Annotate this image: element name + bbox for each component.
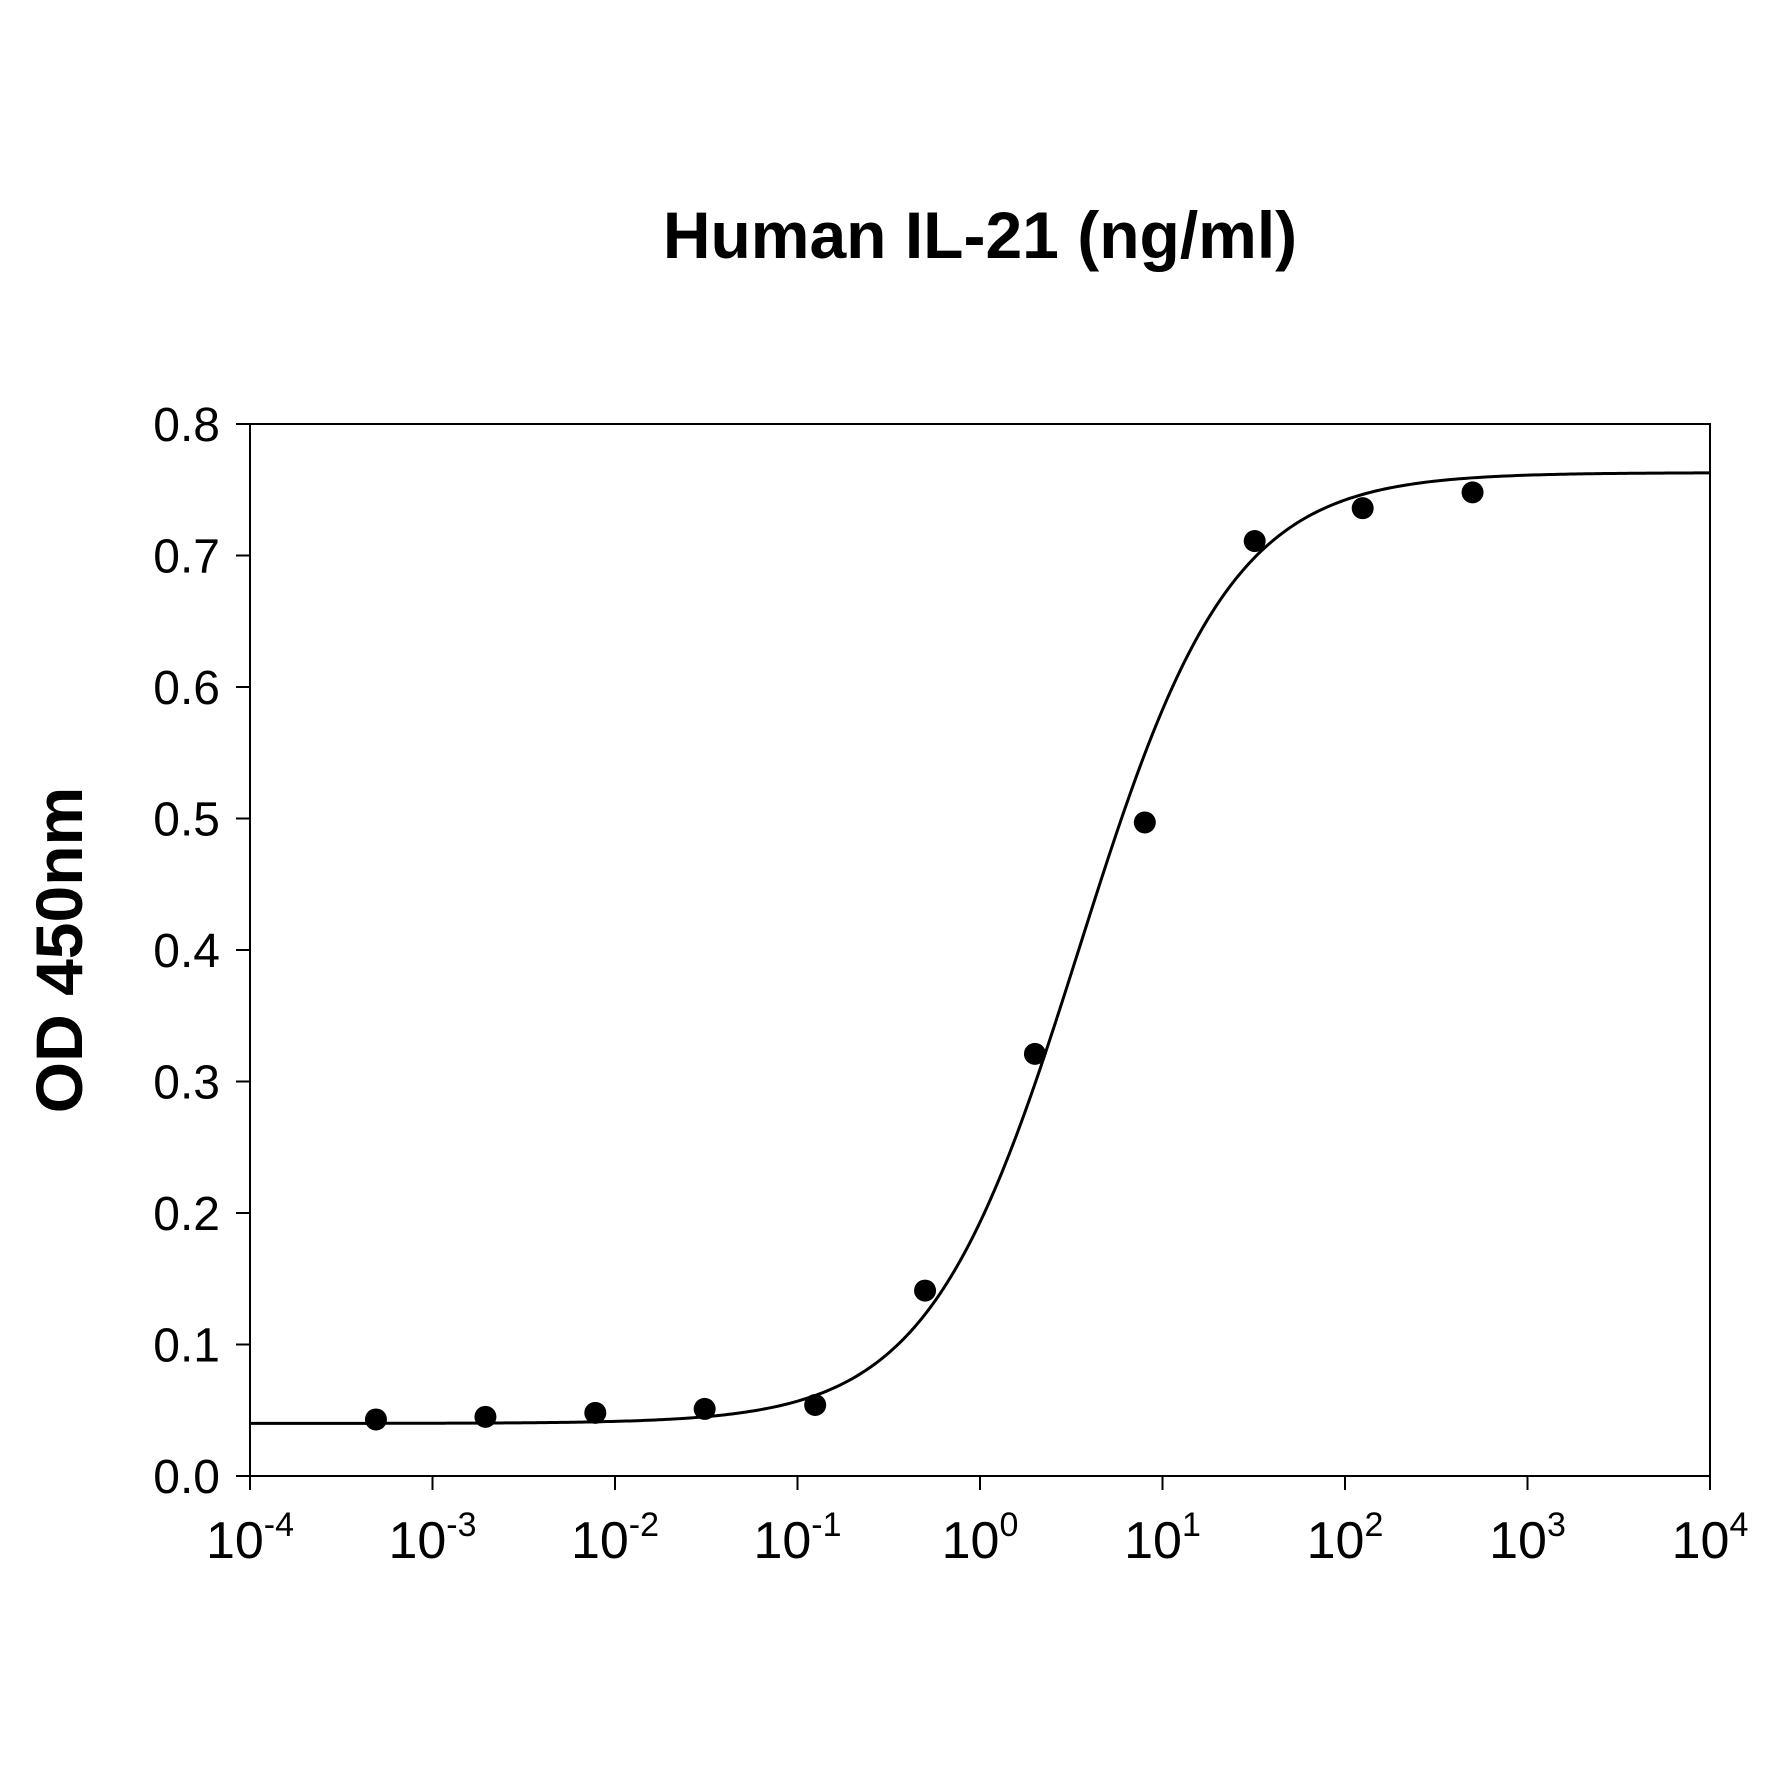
data-point <box>1351 497 1374 520</box>
data-point <box>1133 811 1156 834</box>
data-point <box>914 1279 937 1302</box>
chart-title: Human IL-21 (ng/ml) <box>663 198 1297 272</box>
x-tick-label: 10-2 <box>571 1506 659 1570</box>
y-tick-label: 0.3 <box>153 1057 220 1110</box>
x-tick-label: 10-3 <box>388 1506 476 1570</box>
y-tick-label: 0.4 <box>153 925 220 978</box>
data-point <box>804 1393 827 1416</box>
data-point <box>1243 530 1266 553</box>
x-tick-label: 103 <box>1489 1506 1566 1570</box>
data-point <box>1461 481 1484 504</box>
y-tick-label: 0.2 <box>153 1188 220 1241</box>
data-point <box>584 1401 607 1424</box>
x-tick-label: 101 <box>1124 1506 1201 1570</box>
x-tick-label: 10-1 <box>753 1506 841 1570</box>
y-axis-label: OD 450nm <box>22 787 96 1113</box>
plot-area: 0.0 0.1 0.2 0.3 0.4 0.5 0.6 0.7 0.8 10-4 10-3 10-2 1… <box>153 399 1748 1570</box>
plot-frame <box>249 423 1711 1477</box>
data-point <box>1023 1042 1046 1065</box>
x-tick-label: 10-4 <box>206 1506 294 1570</box>
y-tick-label: 0.8 <box>153 399 220 452</box>
data-point <box>364 1408 387 1431</box>
fit-curve <box>250 471 1711 1425</box>
y-tick-label: 0.1 <box>153 1320 220 1373</box>
data-point <box>474 1405 497 1428</box>
y-tick-label: 0.6 <box>153 662 220 715</box>
x-tick-label: 100 <box>942 1506 1019 1570</box>
y-tick-label: 0.0 <box>153 1451 220 1504</box>
y-tick-label: 0.7 <box>153 531 220 584</box>
x-tick-label: 104 <box>1672 1506 1749 1570</box>
y-tick-label: 0.5 <box>153 794 220 847</box>
x-tick-label: 102 <box>1307 1506 1384 1570</box>
data-point <box>693 1397 716 1420</box>
